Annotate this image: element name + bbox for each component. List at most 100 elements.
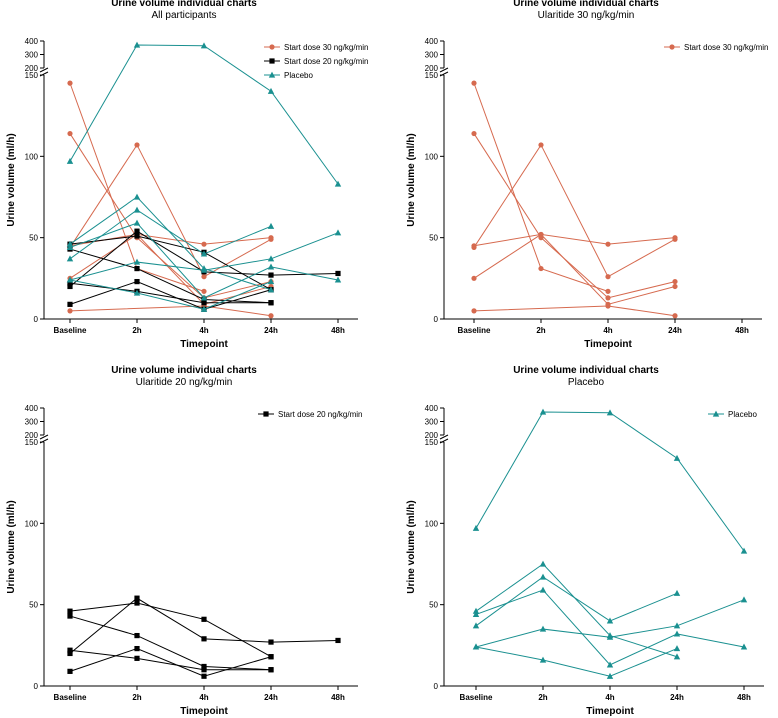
- series-line: [69, 209, 272, 260]
- data-point: [334, 229, 342, 236]
- data-point: [133, 219, 141, 226]
- data-point: [605, 295, 611, 301]
- data-point: [334, 180, 342, 187]
- data-point: [539, 573, 547, 580]
- series-line: [473, 133, 676, 299]
- chart-title: Urine volume individual charts: [111, 365, 257, 376]
- data-point: [268, 235, 274, 241]
- series-placebo-1: [472, 408, 748, 554]
- data-point: [672, 235, 678, 241]
- y-tick-label: 50: [29, 234, 38, 243]
- y-tick-label: 300: [25, 51, 39, 60]
- series-20-5: [67, 645, 274, 679]
- legend-entry: Start dose 30 ng/kg/min: [264, 43, 369, 52]
- x-tick-label: 24h: [264, 693, 278, 702]
- data-point: [472, 622, 480, 629]
- series-30-5: [471, 231, 678, 307]
- x-tick-label: 24h: [668, 326, 682, 335]
- series-30-4: [471, 231, 678, 281]
- y-tick-label: 200: [425, 64, 439, 73]
- data-point: [66, 255, 74, 262]
- series-line: [473, 143, 676, 278]
- data-point: [201, 300, 207, 306]
- data-point: [539, 656, 547, 663]
- data-point: [133, 41, 141, 48]
- data-point: [200, 266, 208, 273]
- data-point: [539, 586, 547, 593]
- data-point: [268, 667, 274, 673]
- y-tick-label: 200: [25, 64, 39, 73]
- data-point: [133, 193, 141, 200]
- series-placebo-14: [66, 206, 275, 262]
- data-point: [673, 653, 681, 660]
- series-line: [473, 233, 676, 279]
- data-point: [134, 595, 140, 601]
- chart-subtitle: Ularitide 30 ng/kg/min: [538, 10, 635, 21]
- data-point: [471, 243, 477, 249]
- data-point: [471, 275, 477, 281]
- series-line: [69, 602, 272, 658]
- y-tick-label: 200: [25, 431, 39, 440]
- legend-marker: [268, 71, 276, 78]
- data-point: [267, 87, 275, 94]
- series-line: [475, 576, 678, 627]
- data-point: [471, 308, 477, 314]
- y-tick-label: 100: [425, 152, 439, 161]
- y-tick-label: 50: [429, 234, 438, 243]
- series-placebo-13: [66, 193, 275, 293]
- series-placebo-17: [66, 276, 275, 312]
- y-tick-label: 400: [25, 404, 39, 413]
- x-tick-label: 48h: [737, 693, 751, 702]
- y-tick-label: 50: [29, 601, 38, 610]
- data-point: [267, 222, 275, 229]
- data-point: [472, 524, 480, 531]
- y-axis-label: Urine volume (ml/h): [406, 500, 417, 593]
- legend-marker: [669, 44, 675, 50]
- y-tick-label: 100: [25, 519, 39, 528]
- y-tick-label: 400: [25, 37, 39, 46]
- series-placebo-12: [66, 41, 342, 187]
- series-line: [69, 143, 272, 278]
- y-axis-label: Urine volume (ml/h): [406, 133, 417, 226]
- y-tick-label: 400: [425, 404, 439, 413]
- legend-label: Start dose 20 ng/kg/min: [284, 57, 369, 66]
- data-point: [539, 408, 547, 415]
- data-point: [201, 288, 207, 294]
- data-point: [201, 274, 207, 280]
- x-tick-label: 24h: [670, 693, 684, 702]
- x-tick-label: Baseline: [54, 693, 87, 702]
- chart-title: Urine volume individual charts: [111, 0, 257, 9]
- series-placebo-6: [472, 643, 681, 679]
- legend-label: Start dose 20 ng/kg/min: [278, 410, 363, 419]
- data-point: [134, 228, 140, 234]
- x-axis-label: Timepoint: [586, 706, 634, 717]
- data-point: [606, 617, 614, 624]
- data-point: [539, 625, 547, 632]
- data-point: [267, 286, 275, 293]
- data-point: [471, 130, 477, 137]
- y-tick-label: 200: [425, 431, 439, 440]
- data-point: [200, 42, 208, 49]
- data-point: [134, 645, 140, 652]
- data-point: [134, 233, 140, 239]
- series-placebo-16: [66, 219, 342, 301]
- data-point: [200, 250, 208, 257]
- x-tick-label: 4h: [605, 693, 614, 702]
- series-20-4: [67, 595, 341, 657]
- legend-entry: Start dose 20 ng/kg/min: [258, 410, 363, 419]
- series-line: [69, 305, 272, 317]
- y-tick-label: 150: [425, 71, 439, 80]
- data-point: [267, 278, 275, 285]
- series-line: [69, 281, 272, 310]
- data-point: [673, 630, 681, 637]
- data-point: [67, 613, 73, 619]
- data-point: [134, 265, 140, 272]
- data-point: [67, 80, 73, 86]
- data-point: [200, 294, 208, 301]
- data-point: [67, 280, 73, 286]
- y-tick-label: 0: [34, 315, 39, 324]
- series-line: [69, 133, 272, 299]
- chart-title: Urine volume individual charts: [513, 365, 659, 376]
- series-line: [475, 563, 678, 658]
- x-tick-label: 4h: [199, 693, 208, 702]
